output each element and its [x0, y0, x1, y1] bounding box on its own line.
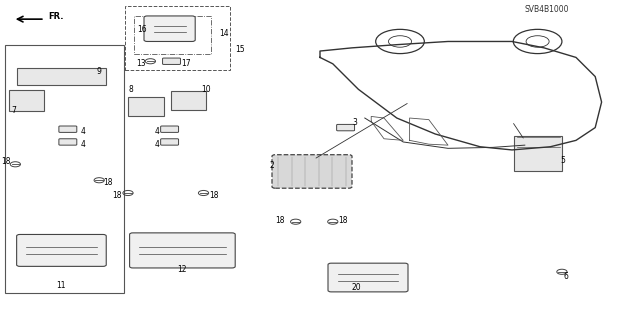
Text: 17: 17 — [180, 59, 191, 68]
Bar — [128, 97, 164, 116]
FancyBboxPatch shape — [337, 124, 355, 131]
Text: 12: 12 — [178, 265, 187, 274]
Text: 5: 5 — [561, 156, 566, 165]
Text: 3: 3 — [353, 118, 358, 127]
Text: 4: 4 — [154, 127, 159, 136]
Text: 10: 10 — [201, 85, 211, 94]
Text: 4: 4 — [81, 140, 86, 149]
Text: 20: 20 — [351, 283, 361, 292]
Text: 18: 18 — [339, 216, 348, 225]
FancyBboxPatch shape — [59, 126, 77, 132]
Text: 18: 18 — [103, 178, 112, 187]
Text: 7: 7 — [12, 106, 17, 115]
Text: 4: 4 — [81, 127, 86, 136]
Text: 8: 8 — [129, 85, 134, 94]
Bar — [125, 6, 230, 70]
FancyBboxPatch shape — [163, 58, 180, 64]
FancyBboxPatch shape — [161, 139, 179, 145]
Text: 4: 4 — [154, 140, 159, 149]
Text: 18: 18 — [275, 216, 284, 225]
Bar — [514, 136, 562, 171]
Bar — [134, 16, 211, 54]
Text: 18: 18 — [113, 191, 122, 200]
Text: 13: 13 — [136, 59, 146, 68]
Text: 2: 2 — [269, 161, 275, 170]
Text: 14: 14 — [219, 29, 229, 38]
FancyBboxPatch shape — [144, 16, 195, 41]
Text: 16: 16 — [137, 25, 147, 34]
Text: 11: 11 — [57, 281, 66, 290]
Text: SVB4B1000: SVB4B1000 — [525, 5, 570, 14]
Text: 18: 18 — [210, 191, 219, 200]
Bar — [10, 90, 45, 111]
Text: 18: 18 — [2, 157, 11, 166]
FancyBboxPatch shape — [17, 234, 106, 266]
FancyBboxPatch shape — [129, 233, 235, 268]
Bar — [170, 91, 205, 110]
Text: 6: 6 — [563, 272, 568, 281]
FancyBboxPatch shape — [328, 263, 408, 292]
Bar — [17, 68, 106, 85]
Bar — [5, 45, 124, 293]
Text: 9: 9 — [97, 67, 102, 76]
Text: FR.: FR. — [48, 12, 63, 21]
FancyBboxPatch shape — [272, 155, 352, 188]
Text: 15: 15 — [235, 45, 245, 54]
FancyBboxPatch shape — [161, 126, 179, 132]
FancyBboxPatch shape — [59, 139, 77, 145]
